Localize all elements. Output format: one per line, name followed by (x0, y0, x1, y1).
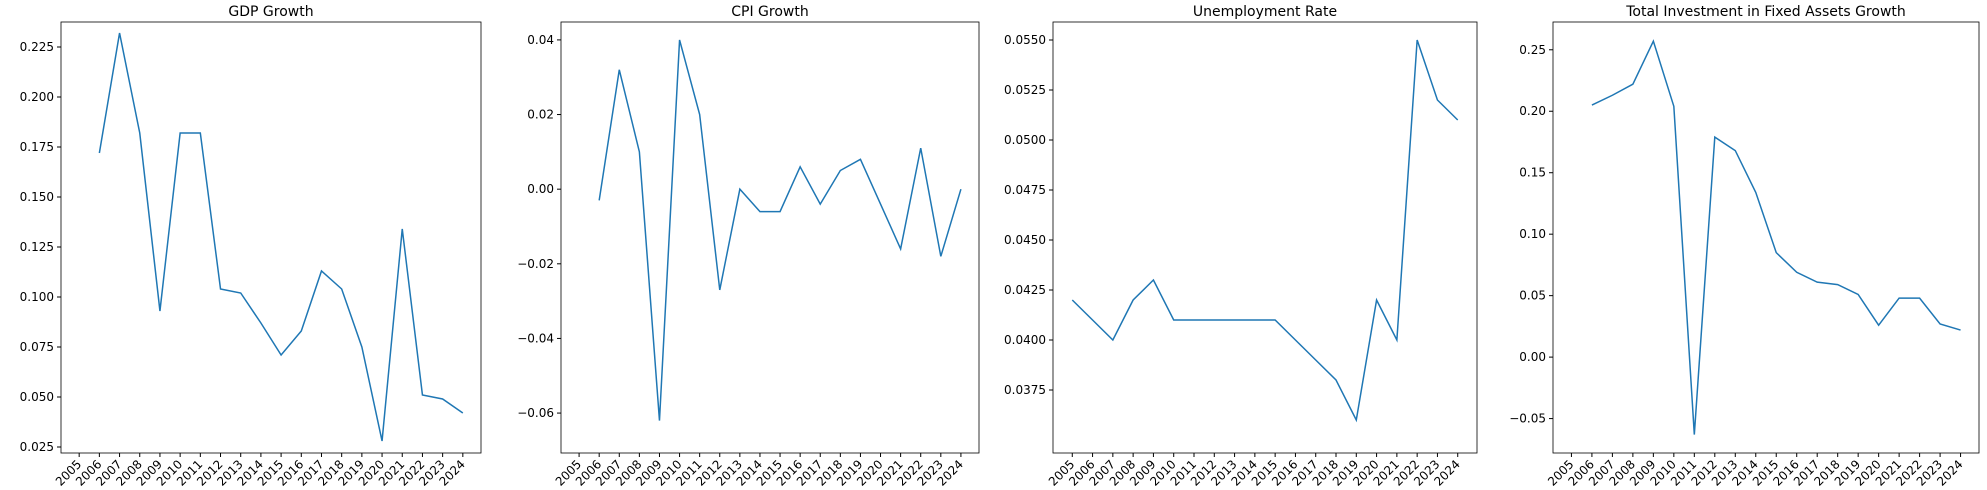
y-tick-label: 0.125 (20, 240, 54, 254)
y-tick-label: 0.100 (20, 290, 54, 304)
axes-frame (560, 21, 980, 454)
y-tick-label: 0.0450 (1004, 233, 1046, 247)
line (1071, 39, 1459, 423)
line (598, 39, 962, 421)
y-tick-label: −0.02 (517, 257, 554, 271)
chart-title: Unemployment Rate (1193, 4, 1337, 20)
y-tick-label: 0.0525 (1004, 83, 1046, 97)
line (1591, 39, 1961, 435)
chart-title: Total Investment in Fixed Assets Growth (1625, 4, 1906, 20)
y-tick-label: 0.0400 (1004, 333, 1046, 347)
y-tick-label: 0.175 (20, 140, 54, 154)
chart-title: CPI Growth (731, 4, 808, 20)
y-tick-label: 0.150 (20, 190, 54, 204)
axes-frame (60, 21, 482, 454)
line (98, 32, 464, 442)
y-tick-label: 0.25 (1519, 43, 1546, 57)
y-tick-label: 0.0375 (1004, 383, 1046, 397)
y-tick-label: 0.00 (1519, 350, 1546, 364)
y-tick-label: 0.200 (20, 90, 54, 104)
y-tick-label: 0.0425 (1004, 283, 1046, 297)
y-tick-label: −0.04 (517, 331, 554, 345)
y-tick-label: 0.0500 (1004, 133, 1046, 147)
axes-frame (1552, 21, 1980, 454)
y-tick-label: 0.075 (20, 340, 54, 354)
y-tick-label: 0.02 (527, 108, 554, 122)
y-tick-label: 0.00 (527, 182, 554, 196)
y-tick-label: −0.06 (517, 406, 554, 420)
axes-frame (1052, 21, 1478, 454)
y-tick-label: 0.225 (20, 40, 54, 54)
y-tick-label: 0.0475 (1004, 183, 1046, 197)
y-tick-label: 0.050 (20, 390, 54, 404)
y-tick-label: 0.10 (1519, 227, 1546, 241)
y-tick-label: 0.0550 (1004, 33, 1046, 47)
y-tick-label: 0.20 (1519, 104, 1546, 118)
y-tick-label: 0.05 (1519, 289, 1546, 303)
y-tick-label: 0.15 (1519, 166, 1546, 180)
chart-title: GDP Growth (228, 4, 313, 20)
y-tick-label: 0.04 (527, 33, 554, 47)
y-tick-label: −0.05 (1509, 412, 1546, 426)
y-tick-label: 0.025 (20, 440, 54, 454)
